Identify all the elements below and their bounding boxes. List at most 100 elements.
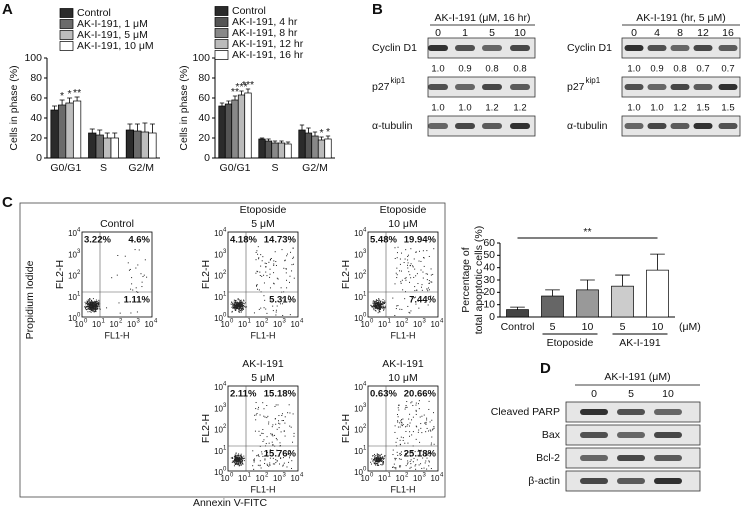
flow-event xyxy=(400,420,402,422)
flow-event xyxy=(375,458,377,460)
flow-event xyxy=(372,455,374,457)
x-tick-base: 10 xyxy=(256,474,265,483)
flow-event xyxy=(235,454,237,456)
flow-event xyxy=(94,306,96,308)
blot-band xyxy=(718,45,738,51)
lane-label: 10 xyxy=(662,388,674,400)
flow-event xyxy=(260,467,262,469)
blot-band xyxy=(647,123,667,129)
flow-event xyxy=(415,404,417,406)
flow-event xyxy=(374,460,376,462)
flow-event xyxy=(237,304,239,306)
flow-event xyxy=(381,306,383,308)
x-tick-base: 10 xyxy=(396,320,405,329)
flow-event xyxy=(378,305,380,307)
blot-band xyxy=(654,432,682,438)
bar xyxy=(271,142,279,159)
flow-event xyxy=(255,402,257,404)
significance-mark: *** xyxy=(242,79,254,91)
flow-event xyxy=(233,461,235,463)
quadrant-value: 20.66% xyxy=(404,389,437,400)
flow-event xyxy=(259,460,261,462)
y-tick-label: 40 xyxy=(30,112,42,124)
flow-event xyxy=(242,306,244,308)
flow-event xyxy=(91,300,93,302)
flow-event xyxy=(241,307,243,309)
flow-event xyxy=(407,254,409,256)
flow-event xyxy=(278,463,280,465)
flow-event xyxy=(89,311,91,313)
flow-event xyxy=(413,258,415,260)
flow-event xyxy=(282,464,284,466)
flow-event xyxy=(372,302,374,304)
flow-event xyxy=(260,265,262,267)
flow-title: AK-I-191 xyxy=(382,358,424,370)
flow-event xyxy=(382,299,384,301)
flow-event xyxy=(252,450,254,452)
y-tick-base: 10 xyxy=(354,314,363,323)
y-tick-base: 10 xyxy=(354,468,363,477)
y-tick-base: 10 xyxy=(354,426,363,435)
flow-event xyxy=(378,460,380,462)
x-tick-base: 10 xyxy=(361,474,370,483)
flow-event xyxy=(89,299,91,301)
flow-event xyxy=(236,301,238,303)
flow-event xyxy=(397,426,399,428)
bar xyxy=(103,137,112,159)
flow-event xyxy=(384,306,386,308)
flow-event xyxy=(384,301,386,303)
flow-event xyxy=(254,458,256,460)
flow-event xyxy=(404,408,406,410)
flow-event xyxy=(243,303,245,305)
legend-label: AK-I-191, 16 hr xyxy=(232,49,304,61)
error-bar xyxy=(285,141,291,144)
flow-event xyxy=(238,461,240,463)
flow-event xyxy=(293,277,295,279)
flow-event xyxy=(374,462,376,464)
x-tick-base: 10 xyxy=(92,320,101,329)
flow-event xyxy=(85,308,87,310)
bar xyxy=(506,309,529,318)
bar xyxy=(611,285,634,318)
flow-event xyxy=(273,272,275,274)
flow-event xyxy=(397,404,399,406)
flow-event xyxy=(239,305,241,307)
x-tick-exponent: 2 xyxy=(265,473,269,479)
row-label: Bax xyxy=(542,429,561,441)
flow-event xyxy=(135,287,137,289)
flow-event xyxy=(258,257,260,259)
flow-event xyxy=(400,454,402,456)
flow-event xyxy=(95,308,97,310)
flow-event xyxy=(234,305,236,307)
flow-event xyxy=(382,302,384,304)
flow-event xyxy=(428,460,430,462)
flow-event xyxy=(405,404,407,406)
flow-event xyxy=(90,309,92,311)
flow-event xyxy=(292,247,294,249)
flow-event xyxy=(376,457,378,459)
x-tick-base: 10 xyxy=(291,320,300,329)
flow-event xyxy=(402,418,404,420)
flow-event xyxy=(89,307,91,309)
flow-event xyxy=(93,302,95,304)
y-tick-exponent: 1 xyxy=(77,291,81,297)
y-tick-base: 10 xyxy=(354,404,363,413)
flow-event xyxy=(88,304,90,306)
flow-event xyxy=(274,251,276,253)
flow-event xyxy=(240,306,242,308)
flow-event xyxy=(384,302,386,304)
flow-event xyxy=(415,425,417,427)
flow-event xyxy=(384,307,386,309)
x-tick-exponent: 0 xyxy=(370,473,374,479)
flow-event xyxy=(234,456,236,458)
flow-event xyxy=(373,306,375,308)
flow-event xyxy=(377,463,379,465)
flow-event xyxy=(264,299,266,301)
flow-event xyxy=(399,452,401,454)
blot-band xyxy=(482,84,502,90)
flow-event xyxy=(378,305,380,307)
flow-event xyxy=(426,419,428,421)
flow-event xyxy=(414,290,416,292)
flow-event xyxy=(287,412,289,414)
x-tick-label: G2/M xyxy=(128,162,154,174)
